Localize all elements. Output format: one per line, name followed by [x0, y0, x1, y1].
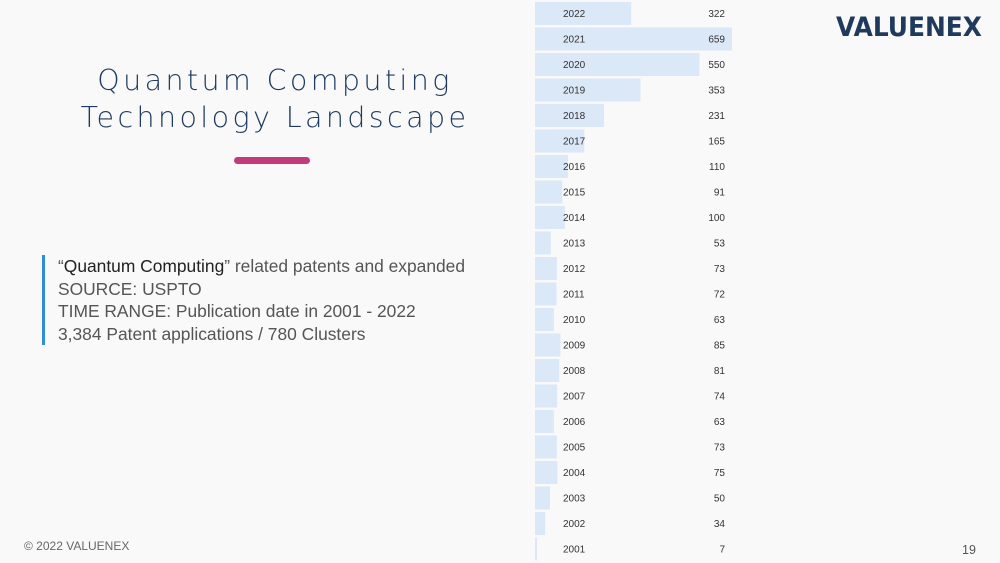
- title-line-2: Technology Landscape: [80, 101, 470, 134]
- bar-2018: [535, 104, 605, 127]
- bar-2005: [535, 435, 557, 459]
- bar-2002: [535, 512, 546, 535]
- value-label-2007: 74: [714, 392, 726, 403]
- search-term: Quantum Computing: [63, 256, 225, 276]
- value-label-2006: 63: [714, 417, 726, 428]
- value-label-2009: 85: [714, 341, 726, 352]
- bar-2014: [535, 206, 565, 229]
- quote-open: “: [58, 256, 64, 276]
- description-line-1-rest: ” related patents and expanded: [224, 256, 466, 276]
- year-label-2020: 2020: [563, 60, 586, 71]
- slide-title: Quantum Computing Technology Landscape: [60, 62, 490, 136]
- year-label-2015: 2015: [563, 188, 586, 199]
- description-line-4: 3,384 Patent applications / 780 Clusters: [58, 323, 366, 344]
- bar-2004: [535, 461, 558, 484]
- bar-2010: [535, 308, 554, 331]
- bar-2009: [535, 333, 561, 357]
- value-label-2019: 353: [708, 86, 725, 97]
- description-line-3: TIME RANGE: Publication date in 2001 - 2…: [58, 301, 416, 321]
- bar-2008: [535, 359, 560, 382]
- year-label-2013: 2013: [563, 239, 586, 250]
- title-line-1: Quantum Computing: [97, 64, 453, 97]
- valuenex-logo: VALUENEX: [836, 12, 982, 40]
- value-label-2001: 7: [719, 545, 725, 556]
- year-label-2006: 2006: [563, 417, 586, 428]
- bar-2021: [535, 27, 732, 51]
- year-label-2014: 2014: [563, 213, 586, 224]
- value-label-2002: 34: [714, 519, 726, 530]
- bar-2001: [535, 537, 538, 561]
- bar-2017: [535, 129, 585, 153]
- bar-2019: [535, 78, 641, 102]
- value-label-2012: 73: [714, 264, 726, 275]
- value-label-2008: 81: [714, 366, 726, 377]
- year-label-2012: 2012: [563, 264, 586, 275]
- bar-2007: [535, 384, 558, 408]
- year-label-2017: 2017: [563, 137, 586, 148]
- value-label-2021: 659: [708, 35, 725, 46]
- value-label-2003: 50: [714, 494, 726, 505]
- copyright-text: © 2022 VALUENEX: [24, 539, 130, 553]
- bar-2020: [535, 53, 700, 76]
- value-label-2005: 73: [714, 443, 726, 454]
- value-label-2022: 322: [708, 9, 725, 20]
- value-label-2004: 75: [714, 468, 726, 479]
- year-label-2009: 2009: [563, 341, 586, 352]
- year-label-2007: 2007: [563, 392, 586, 403]
- bar-2015: [535, 180, 563, 204]
- year-label-2005: 2005: [563, 443, 586, 454]
- bar-2012: [535, 257, 557, 280]
- value-label-2017: 165: [708, 137, 725, 148]
- value-label-2014: 100: [708, 213, 725, 224]
- value-label-2011: 72: [714, 290, 726, 301]
- year-label-2016: 2016: [563, 162, 586, 173]
- logo-text: VALUENEX: [836, 12, 982, 40]
- year-label-2021: 2021: [563, 35, 586, 46]
- year-label-2022: 2022: [563, 9, 586, 20]
- bar-2011: [535, 282, 557, 306]
- page-number: 19: [962, 543, 976, 557]
- year-label-2003: 2003: [563, 494, 586, 505]
- year-label-2008: 2008: [563, 366, 586, 377]
- bar-2022: [535, 2, 632, 25]
- year-label-2010: 2010: [563, 315, 586, 326]
- value-label-2018: 231: [708, 111, 725, 122]
- value-label-2013: 53: [714, 239, 726, 250]
- description-line-1: “Quantum Computing” related patents and …: [58, 255, 465, 278]
- year-label-2004: 2004: [563, 468, 586, 479]
- bar-2006: [535, 410, 554, 433]
- description-block: “Quantum Computing” related patents and …: [42, 255, 465, 345]
- value-label-2015: 91: [714, 188, 726, 199]
- year-label-2002: 2002: [563, 519, 586, 530]
- value-label-2010: 63: [714, 315, 726, 326]
- description-line-2: SOURCE: USPTO: [58, 278, 202, 299]
- bar-2003: [535, 486, 550, 510]
- value-label-2016: 110: [709, 162, 725, 173]
- title-accent-line: [234, 157, 310, 164]
- bar-2016: [535, 155, 568, 178]
- year-label-2018: 2018: [563, 111, 586, 122]
- bar-2013: [535, 231, 551, 255]
- year-label-2019: 2019: [563, 86, 586, 97]
- year-label-2001: 2001: [563, 545, 586, 556]
- year-label-2011: 2011: [563, 290, 585, 301]
- value-label-2020: 550: [708, 60, 725, 71]
